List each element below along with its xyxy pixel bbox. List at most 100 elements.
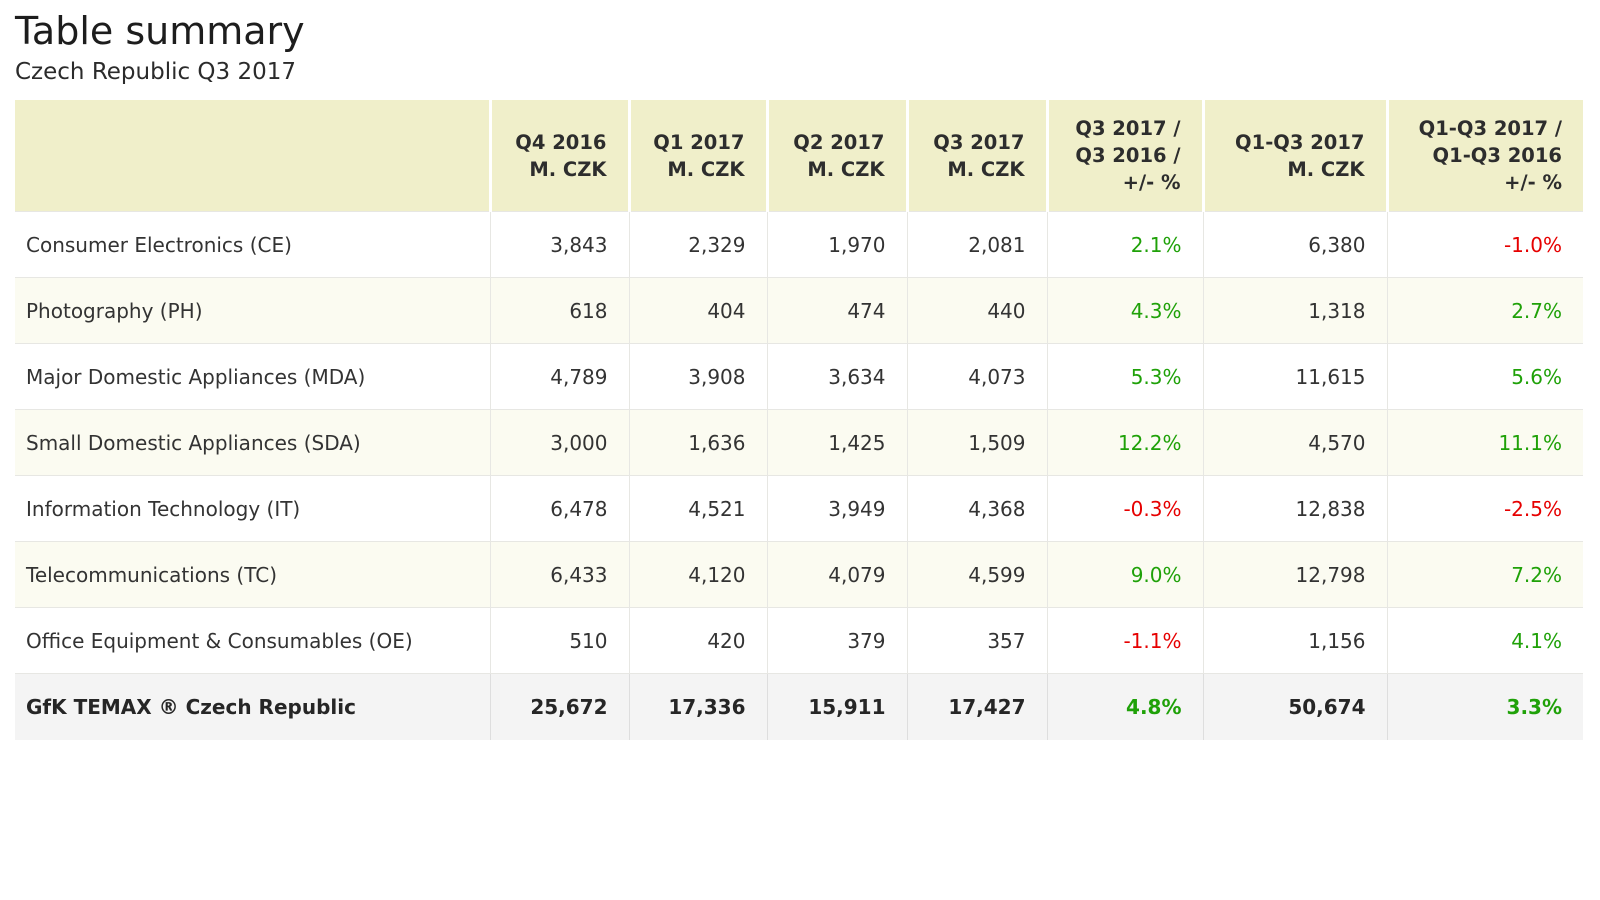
value-cell: 1,509 (906, 409, 1047, 476)
value-cell: 17,336 (628, 673, 767, 740)
header-line: Q1-Q3 2017 (1235, 130, 1365, 154)
value-cell: 510 (489, 607, 629, 674)
value-cell: 3,000 (489, 409, 629, 476)
table-row-consumer-electronics: Consumer Electronics (CE) 3,843 2,329 1,… (15, 211, 1583, 278)
pct-change-cell: 2.1% (1046, 211, 1203, 278)
category-label: Photography (PH) (15, 277, 490, 344)
value-cell: 3,634 (766, 343, 907, 410)
pct-change-cell: 3.3% (1386, 673, 1583, 740)
value-cell: 404 (628, 277, 767, 344)
category-label: GfK TEMAX ® Czech Republic (15, 673, 490, 740)
column-header-q3-yoy-change: Q3 2017 / Q3 2016 / +/- % (1045, 100, 1203, 212)
column-header-category (15, 100, 490, 212)
header-line: M. CZK (529, 157, 607, 181)
table-row-major-domestic-appliances: Major Domestic Appliances (MDA) 4,789 3,… (15, 343, 1583, 410)
pct-change-cell: 2.7% (1386, 277, 1583, 344)
table-header: Q4 2016 M. CZK Q1 2017 M. CZK Q2 2017 M.… (15, 100, 1583, 212)
value-cell: 4,079 (766, 541, 907, 608)
table-row-telecommunications: Telecommunications (TC) 6,433 4,120 4,07… (15, 541, 1583, 608)
pct-change-cell: 12.2% (1046, 409, 1203, 476)
header-line: Q3 2017 / (1075, 117, 1181, 141)
value-cell: 4,368 (906, 475, 1047, 542)
category-label: Information Technology (IT) (15, 475, 490, 542)
header-line: M. CZK (667, 157, 745, 181)
value-cell: 1,970 (766, 211, 907, 278)
value-cell: 1,318 (1202, 277, 1387, 344)
column-header-q4-2016: Q4 2016 M. CZK (488, 100, 629, 212)
value-cell: 25,672 (489, 673, 629, 740)
header-line: M. CZK (947, 157, 1025, 181)
value-cell: 50,674 (1202, 673, 1387, 740)
value-cell: 3,843 (489, 211, 629, 278)
table-header-row: Q4 2016 M. CZK Q1 2017 M. CZK Q2 2017 M.… (15, 100, 1583, 212)
pct-change-cell: 4.1% (1386, 607, 1583, 674)
value-cell: 4,073 (906, 343, 1047, 410)
header-line: Q1 2017 (653, 130, 745, 154)
pct-change-cell: 11.1% (1386, 409, 1583, 476)
value-cell: 1,156 (1202, 607, 1387, 674)
value-cell: 4,599 (906, 541, 1047, 608)
category-label: Consumer Electronics (CE) (15, 211, 490, 278)
value-cell: 4,120 (628, 541, 767, 608)
value-cell: 1,425 (766, 409, 907, 476)
summary-table: Q4 2016 M. CZK Q1 2017 M. CZK Q2 2017 M.… (15, 100, 1583, 740)
table-row-small-domestic-appliances: Small Domestic Appliances (SDA) 3,000 1,… (15, 409, 1583, 476)
header-line: M. CZK (807, 157, 885, 181)
pct-change-cell: -2.5% (1386, 475, 1583, 542)
value-cell: 420 (628, 607, 767, 674)
page-subtitle: Czech Republic Q3 2017 (15, 58, 297, 85)
value-cell: 12,838 (1202, 475, 1387, 542)
value-cell: 1,636 (628, 409, 767, 476)
table-row-gfk-temax-total: GfK TEMAX ® Czech Republic 25,672 17,336… (15, 673, 1583, 740)
pct-change-cell: -1.1% (1046, 607, 1203, 674)
value-cell: 440 (906, 277, 1047, 344)
value-cell: 2,081 (906, 211, 1047, 278)
header-line: Q3 2017 (933, 130, 1025, 154)
header-line: M. CZK (1287, 157, 1365, 181)
category-label: Small Domestic Appliances (SDA) (15, 409, 490, 476)
value-cell: 17,427 (906, 673, 1047, 740)
header-line: Q3 2016 / (1075, 144, 1181, 168)
header-line: +/- % (1504, 171, 1562, 195)
pct-change-cell: 4.8% (1046, 673, 1203, 740)
pct-change-cell: -0.3% (1046, 475, 1203, 542)
table-row-information-technology: Information Technology (IT) 6,478 4,521 … (15, 475, 1583, 542)
column-header-q2-2017: Q2 2017 M. CZK (765, 100, 907, 212)
value-cell: 3,949 (766, 475, 907, 542)
value-cell: 6,380 (1202, 211, 1387, 278)
value-cell: 4,521 (628, 475, 767, 542)
pct-change-cell: 5.6% (1386, 343, 1583, 410)
category-label: Major Domestic Appliances (MDA) (15, 343, 490, 410)
table-row-photography: Photography (PH) 618 404 474 440 4.3% 1,… (15, 277, 1583, 344)
pct-change-cell: -1.0% (1386, 211, 1583, 278)
category-label: Telecommunications (TC) (15, 541, 490, 608)
value-cell: 15,911 (766, 673, 907, 740)
header-line: Q1-Q3 2016 (1432, 144, 1562, 168)
value-cell: 474 (766, 277, 907, 344)
value-cell: 4,570 (1202, 409, 1387, 476)
table-body: Consumer Electronics (CE) 3,843 2,329 1,… (15, 211, 1583, 740)
value-cell: 618 (489, 277, 629, 344)
header-line: Q2 2017 (793, 130, 885, 154)
header-line: +/- % (1122, 171, 1181, 195)
column-header-q3-2017: Q3 2017 M. CZK (905, 100, 1047, 212)
value-cell: 3,908 (628, 343, 767, 410)
header-line: Q1-Q3 2017 / (1418, 117, 1562, 141)
column-header-q1-q3-2017: Q1-Q3 2017 M. CZK (1201, 100, 1387, 212)
column-header-q1-q3-yoy-change: Q1-Q3 2017 / Q1-Q3 2016 +/- % (1385, 100, 1583, 212)
header-line: Q4 2016 (515, 130, 607, 154)
value-cell: 6,433 (489, 541, 629, 608)
value-cell: 11,615 (1202, 343, 1387, 410)
pct-change-cell: 7.2% (1386, 541, 1583, 608)
table-row-office-equipment: Office Equipment & Consumables (OE) 510 … (15, 607, 1583, 674)
value-cell: 12,798 (1202, 541, 1387, 608)
category-label: Office Equipment & Consumables (OE) (15, 607, 490, 674)
pct-change-cell: 4.3% (1046, 277, 1203, 344)
page-title: Table summary (15, 9, 305, 53)
pct-change-cell: 5.3% (1046, 343, 1203, 410)
pct-change-cell: 9.0% (1046, 541, 1203, 608)
value-cell: 357 (906, 607, 1047, 674)
value-cell: 379 (766, 607, 907, 674)
column-header-q1-2017: Q1 2017 M. CZK (627, 100, 767, 212)
value-cell: 2,329 (628, 211, 767, 278)
